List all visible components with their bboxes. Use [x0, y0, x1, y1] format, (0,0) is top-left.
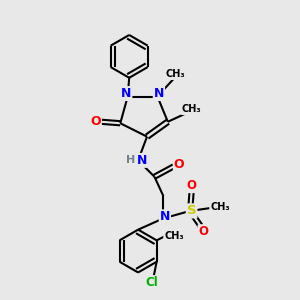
Text: N: N	[136, 154, 147, 167]
Text: CH₃: CH₃	[164, 231, 184, 241]
Text: O: O	[90, 115, 101, 128]
Text: O: O	[174, 158, 184, 171]
Text: CH₃: CH₃	[182, 104, 201, 114]
Text: H: H	[126, 155, 135, 165]
Text: O: O	[199, 225, 208, 238]
Text: S: S	[187, 204, 196, 218]
Text: Cl: Cl	[146, 276, 159, 289]
Text: N: N	[160, 210, 170, 224]
Text: CH₃: CH₃	[166, 69, 185, 79]
Text: N: N	[121, 87, 131, 100]
Text: CH₃: CH₃	[210, 202, 230, 212]
Text: O: O	[187, 179, 196, 192]
Text: N: N	[154, 87, 164, 100]
